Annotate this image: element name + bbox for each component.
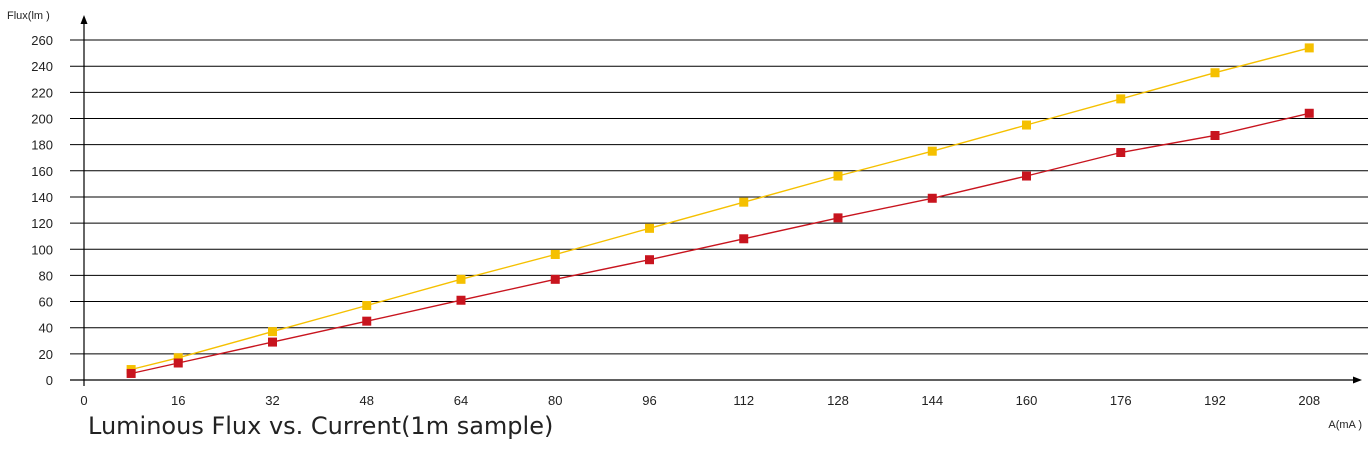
y-tick-label: 220: [31, 85, 53, 100]
x-tick-labels: 0 16 32 48 64 80 96 112 128 144 160 176 192 208: [80, 393, 1320, 408]
series-2-marker: [268, 337, 277, 347]
x-tick-label: 128: [827, 393, 849, 408]
series-2-marker: [1116, 147, 1126, 157]
series-2-marker: [126, 368, 136, 378]
y-tick-label: 260: [31, 33, 53, 48]
series-2-marker: [1022, 171, 1031, 181]
y-axis-arrow: [80, 15, 88, 24]
y-tick-label: 0: [46, 373, 53, 388]
y-tick-label: 200: [31, 112, 53, 127]
series-2-marker: [1304, 108, 1314, 118]
series-2-marker: [456, 295, 466, 305]
y-tick-label: 20: [39, 347, 53, 362]
series-1-marker: [173, 353, 183, 363]
y-tick-label: 60: [39, 295, 53, 310]
x-tick-label: 160: [1016, 393, 1038, 408]
y-tick-label: 180: [31, 138, 53, 153]
series-1-marker: [833, 171, 843, 181]
x-tick-label: 48: [360, 393, 374, 408]
series-2-marker: [645, 255, 654, 265]
series-group: [126, 43, 1314, 378]
x-tick-label: 208: [1298, 393, 1320, 408]
series-1-marker: [1022, 120, 1031, 130]
x-tick-label: 80: [548, 393, 562, 408]
series-1-marker: [1210, 68, 1220, 78]
x-tick-label: 176: [1110, 393, 1132, 408]
series-2-marker: [362, 316, 372, 326]
x-tick-label: 64: [454, 393, 468, 408]
x-tick-label: 192: [1204, 393, 1226, 408]
series-1-marker: [1116, 94, 1126, 104]
series-1-marker: [268, 327, 277, 337]
y-tick-label: 100: [31, 242, 53, 257]
x-tick-label: 144: [921, 393, 943, 408]
series-1: [126, 43, 1314, 375]
series-1-marker: [927, 146, 937, 156]
series-1-marker: [1304, 43, 1314, 53]
series-2-marker: [173, 358, 183, 368]
chart-caption: Luminous Flux vs. Current(1m sample): [88, 412, 554, 440]
x-tick-label: 16: [171, 393, 185, 408]
series-1-marker: [362, 300, 372, 310]
series-1-marker: [456, 274, 466, 284]
y-tick-label: 120: [31, 216, 53, 231]
x-tick-label: 96: [642, 393, 656, 408]
y-tick-label: 80: [39, 268, 53, 283]
x-tick-label: 112: [733, 393, 754, 408]
series-2: [126, 108, 1314, 378]
series-2-marker: [1210, 130, 1220, 140]
series-2-marker: [927, 193, 937, 203]
series-1-line: [130, 47, 1310, 371]
series-2-marker: [739, 234, 749, 244]
y-tick-label: 40: [39, 321, 53, 336]
series-1-marker: [645, 223, 654, 233]
y-tick-label: 160: [31, 164, 53, 179]
y-axis-label: Flux(lm ): [7, 10, 50, 22]
y-tick-label: 240: [31, 59, 53, 74]
x-tick-label: 32: [265, 393, 279, 408]
x-axis-arrow: [1353, 376, 1362, 384]
series-2-marker: [833, 213, 843, 223]
x-tick-label: 0: [80, 393, 87, 408]
x-axis-label: A(mA ): [1328, 419, 1362, 431]
grid: [70, 39, 1368, 355]
series-1-marker: [739, 197, 749, 207]
series-1-marker: [550, 249, 560, 259]
series-2-marker: [550, 274, 560, 284]
y-tick-labels: 0 20 40 60 80 100 120 140 160 180 200 220 240 260: [31, 33, 53, 388]
axes: [70, 15, 1362, 386]
y-tick-label: 140: [31, 190, 53, 205]
series-2-line: [130, 112, 1310, 375]
